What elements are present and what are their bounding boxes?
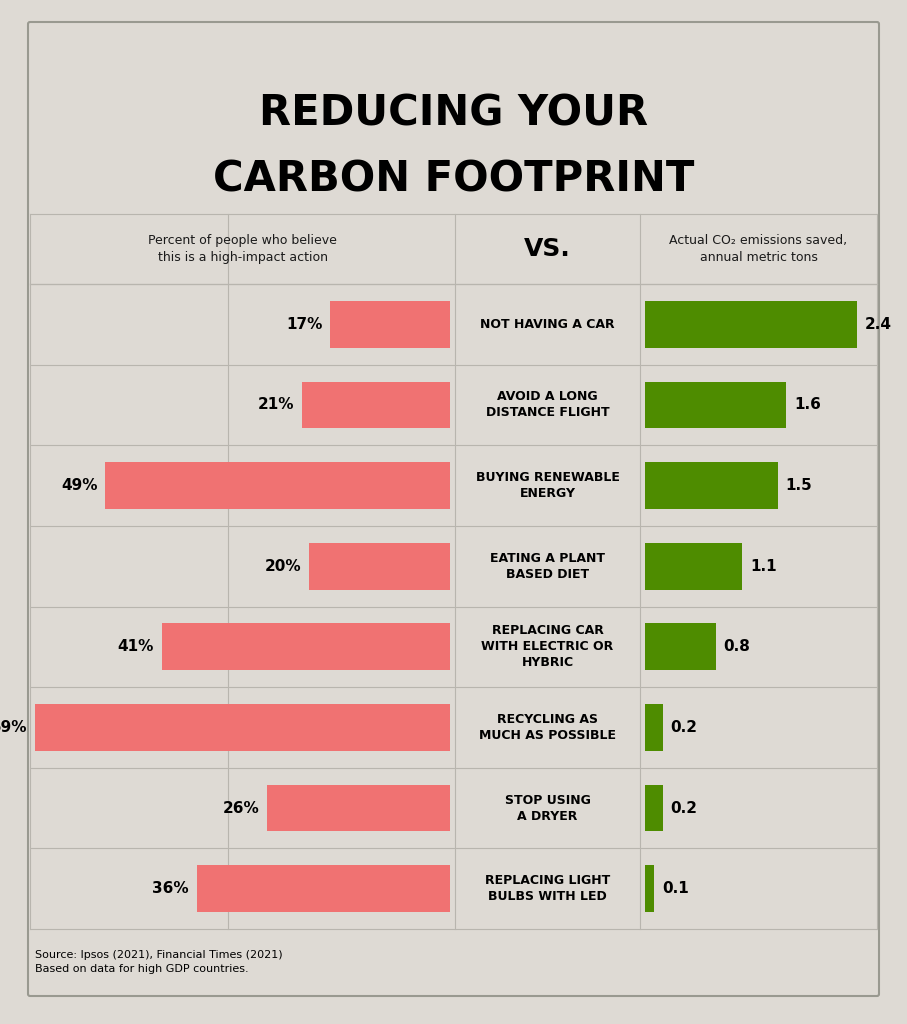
- Text: Actual CO₂ emissions saved,
annual metric tons: Actual CO₂ emissions saved, annual metri…: [669, 234, 847, 264]
- Text: REPLACING CAR
WITH ELECTRIC OR
HYBRIC: REPLACING CAR WITH ELECTRIC OR HYBRIC: [482, 625, 614, 670]
- Text: 21%: 21%: [258, 397, 294, 413]
- Text: 0.2: 0.2: [670, 720, 697, 735]
- Text: AVOID A LONG
DISTANCE FLIGHT: AVOID A LONG DISTANCE FLIGHT: [485, 390, 610, 420]
- Text: VS.: VS.: [524, 237, 571, 261]
- Bar: [197, 865, 450, 912]
- Bar: [645, 462, 777, 509]
- Bar: [309, 543, 450, 590]
- Bar: [645, 382, 786, 428]
- Bar: [645, 624, 716, 670]
- Text: 0.1: 0.1: [662, 882, 688, 896]
- Text: REDUCING YOUR: REDUCING YOUR: [258, 93, 649, 135]
- FancyBboxPatch shape: [28, 22, 879, 996]
- Bar: [35, 705, 450, 751]
- Bar: [302, 382, 450, 428]
- Text: 17%: 17%: [286, 316, 322, 332]
- Text: 0.8: 0.8: [724, 639, 750, 654]
- Text: 1.6: 1.6: [795, 397, 821, 413]
- Bar: [105, 462, 450, 509]
- Bar: [268, 784, 450, 831]
- Text: BUYING RENEWABLE
ENERGY: BUYING RENEWABLE ENERGY: [475, 471, 619, 500]
- Text: 2.4: 2.4: [865, 316, 892, 332]
- Text: 20%: 20%: [265, 559, 301, 573]
- Bar: [330, 301, 450, 348]
- Bar: [645, 784, 663, 831]
- Text: RECYCLING AS
MUCH AS POSSIBLE: RECYCLING AS MUCH AS POSSIBLE: [479, 713, 616, 742]
- Text: NOT HAVING A CAR: NOT HAVING A CAR: [480, 317, 615, 331]
- Bar: [645, 865, 654, 912]
- Bar: [645, 543, 742, 590]
- Bar: [645, 705, 663, 751]
- Text: 1.1: 1.1: [750, 559, 776, 573]
- Bar: [645, 301, 857, 348]
- Text: 36%: 36%: [152, 882, 189, 896]
- Text: Percent of people who believe
this is a high-impact action: Percent of people who believe this is a …: [148, 234, 336, 264]
- Text: 41%: 41%: [117, 639, 153, 654]
- Text: 26%: 26%: [222, 801, 259, 815]
- Text: REPLACING LIGHT
BULBS WITH LED: REPLACING LIGHT BULBS WITH LED: [485, 874, 610, 903]
- Text: EATING A PLANT
BASED DIET: EATING A PLANT BASED DIET: [490, 552, 605, 581]
- Text: 49%: 49%: [61, 478, 97, 494]
- Text: STOP USING
A DRYER: STOP USING A DRYER: [504, 794, 590, 822]
- Text: 59%: 59%: [0, 720, 27, 735]
- Text: CARBON FOOTPRINT: CARBON FOOTPRINT: [213, 158, 694, 200]
- Bar: [161, 624, 450, 670]
- Text: Source: Ipsos (2021), Financial Times (2021)
Based on data for high GDP countrie: Source: Ipsos (2021), Financial Times (2…: [35, 949, 283, 974]
- Text: 0.2: 0.2: [670, 801, 697, 815]
- Text: 1.5: 1.5: [785, 478, 813, 494]
